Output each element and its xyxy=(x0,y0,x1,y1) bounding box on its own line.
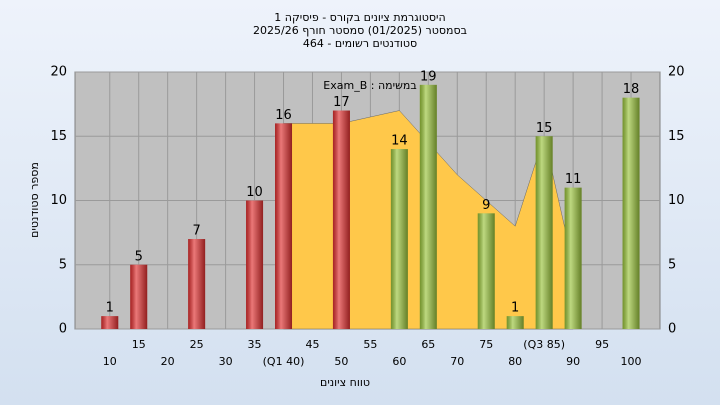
x-tick-label: 15 xyxy=(132,338,146,351)
data-label: 15 xyxy=(536,121,553,136)
x-tick-label: 100 xyxy=(621,355,642,368)
bar-shine xyxy=(275,123,293,330)
x-tick-label: 70 xyxy=(450,355,464,368)
x-tick-label: 35 xyxy=(248,338,262,351)
y-tick-label: 0 xyxy=(59,322,67,337)
data-label: 10 xyxy=(246,185,263,200)
bar-shine xyxy=(246,200,264,329)
y2-tick-label: 15 xyxy=(668,129,685,144)
x-tick-label: 60 xyxy=(392,355,406,368)
data-label: 17 xyxy=(333,95,350,110)
bar-shine xyxy=(332,110,350,329)
data-label: 5 xyxy=(135,249,143,264)
x-tick-label: (Q3 85) xyxy=(523,338,565,351)
x-axis-label: טווח ציונים xyxy=(320,376,370,389)
bar-shine xyxy=(564,187,582,329)
y2-tick-label: 10 xyxy=(668,193,685,208)
chart-subtitle: בסמסטר (01/2025) סמסטר חורף 2025/26 xyxy=(253,24,467,37)
y-tick-label: 20 xyxy=(50,65,67,80)
x-tick-label: 45 xyxy=(305,338,319,351)
bar-shine xyxy=(390,149,408,329)
bar-shine xyxy=(535,136,553,329)
y-tick-label: 5 xyxy=(59,257,67,272)
data-label: 7 xyxy=(192,224,200,239)
y-axis-label: מספר סטודנטים xyxy=(28,162,41,238)
data-label: 18 xyxy=(623,82,640,97)
data-label: 9 xyxy=(482,198,490,213)
x-tick-label: 65 xyxy=(421,338,435,351)
x-tick-label: 25 xyxy=(190,338,204,351)
data-label: 11 xyxy=(565,172,582,187)
x-tick-label: 80 xyxy=(508,355,522,368)
x-tick-label: (Q1 40) xyxy=(263,355,305,368)
bar-shine xyxy=(506,316,524,329)
bar-shine xyxy=(188,239,206,329)
x-tick-label: 20 xyxy=(161,355,175,368)
bar-shine xyxy=(419,84,437,329)
chart-title: היסטוגרמת ציונים בקורס - פיסיקה 1 xyxy=(274,11,445,24)
bar-shine xyxy=(477,213,495,329)
annotation: במשימה : Exam_B xyxy=(323,79,416,92)
bar-shine xyxy=(101,316,119,329)
data-label: 16 xyxy=(275,108,292,123)
data-label: 19 xyxy=(420,69,437,84)
bar-shine xyxy=(130,264,148,329)
y2-tick-label: 20 xyxy=(668,65,685,80)
bar-shine xyxy=(622,97,640,329)
y2-tick-label: 0 xyxy=(668,322,676,337)
chart-subtitle: סטודנטים רשומים - 464 xyxy=(303,37,417,50)
x-tick-label: 55 xyxy=(363,338,377,351)
y-tick-label: 15 xyxy=(50,129,67,144)
x-tick-label: 10 xyxy=(103,355,117,368)
y2-tick-label: 5 xyxy=(668,257,676,272)
x-tick-label: 95 xyxy=(595,338,609,351)
data-label: 14 xyxy=(391,134,408,149)
x-tick-label: 90 xyxy=(566,355,580,368)
data-label: 1 xyxy=(511,301,519,316)
data-label: 1 xyxy=(106,301,114,316)
y-tick-label: 10 xyxy=(50,193,67,208)
x-tick-label: 75 xyxy=(479,338,493,351)
x-tick-label: 30 xyxy=(219,355,233,368)
x-tick-label: 50 xyxy=(334,355,348,368)
